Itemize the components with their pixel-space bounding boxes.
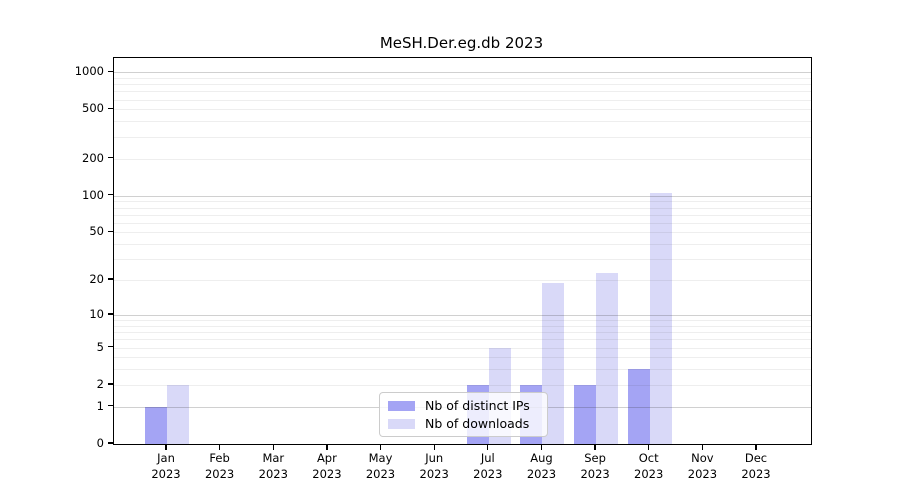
y-tick-label-20: 20 xyxy=(89,272,104,287)
x-tick-mark-may xyxy=(379,444,382,450)
bar-distinct-ips-jan xyxy=(145,406,167,444)
y-tick-label-5: 5 xyxy=(96,339,104,354)
x-tick-mark-aug xyxy=(540,444,543,450)
x-tick-label-jul: Jul 2023 xyxy=(473,451,503,481)
gridline-minor-300 xyxy=(114,136,811,138)
x-tick-label-dec: Dec 2023 xyxy=(741,451,771,481)
y-tick-mark-2 xyxy=(108,383,113,385)
gridline-minor-900 xyxy=(114,77,811,79)
gridline-minor-90 xyxy=(114,201,811,203)
x-tick-mark-feb xyxy=(218,444,221,450)
bar-downloads-jan xyxy=(167,384,189,444)
y-tick-label-1000: 1000 xyxy=(74,64,104,79)
bar-distinct-ips-oct xyxy=(627,369,650,444)
gridline-minor-80 xyxy=(114,207,811,209)
bar-downloads-oct xyxy=(649,192,672,444)
gridline-minor-2 xyxy=(114,384,811,386)
gridline-minor-30 xyxy=(114,259,811,261)
legend-swatch-downloads xyxy=(388,419,415,429)
y-tick-label-10: 10 xyxy=(89,306,104,321)
legend-item-downloads: Nb of downloads xyxy=(388,417,538,431)
y-tick-mark-100 xyxy=(108,193,113,196)
gridline-minor-50 xyxy=(114,232,811,234)
y-tick-mark-10 xyxy=(108,313,113,315)
gridline-minor-20 xyxy=(114,280,811,282)
x-tick-label-mar: Mar 2023 xyxy=(258,451,288,481)
x-tick-mark-apr xyxy=(326,444,328,450)
gridline-minor-200 xyxy=(114,158,811,160)
y-tick-mark-50 xyxy=(108,230,113,233)
y-tick-mark-200 xyxy=(108,156,113,159)
x-tick-mark-oct xyxy=(648,444,650,450)
gridline-minor-600 xyxy=(114,99,811,101)
y-tick-label-1: 1 xyxy=(96,398,104,413)
x-tick-mark-jan xyxy=(165,444,167,450)
legend-label-distinct-ips: Nb of distinct IPs xyxy=(425,398,530,413)
plot-canvas xyxy=(114,58,811,444)
gridline-minor-3 xyxy=(114,369,811,371)
y-tick-mark-0 xyxy=(108,442,113,444)
y-tick-mark-1 xyxy=(108,405,113,407)
x-tick-label-aug: Aug 2023 xyxy=(526,451,557,481)
gridline-minor-6 xyxy=(114,339,811,341)
legend-item-distinct-ips: Nb of distinct IPs xyxy=(388,399,538,413)
gridline-minor-400 xyxy=(114,121,811,123)
legend-swatch-distinct-ips xyxy=(388,401,415,411)
y-tick-label-0: 0 xyxy=(96,436,104,450)
x-tick-label-feb: Feb 2023 xyxy=(204,451,235,481)
gridline-major-100 xyxy=(114,195,811,197)
y-tick-mark-500 xyxy=(108,107,113,110)
gridline-major-1000 xyxy=(114,72,811,74)
x-tick-label-sep: Sep 2023 xyxy=(580,451,610,481)
y-tick-label-500: 500 xyxy=(82,101,104,116)
y-tick-mark-1000 xyxy=(108,70,113,72)
x-tick-mark-jun xyxy=(433,444,435,450)
y-tick-label-200: 200 xyxy=(82,150,104,165)
y-tick-label-2: 2 xyxy=(96,376,104,391)
chart-title: MeSH.Der.eg.db 2023 xyxy=(379,34,544,52)
x-tick-mark-mar xyxy=(272,444,274,450)
gridline-minor-40 xyxy=(114,244,811,246)
x-tick-label-may: May 2023 xyxy=(365,451,396,481)
bar-downloads-sep xyxy=(596,272,619,444)
gridline-minor-5 xyxy=(114,347,811,349)
y-tick-label-50: 50 xyxy=(89,224,104,239)
legend: Nb of distinct IPs Nb of downloads xyxy=(379,392,548,437)
gridline-minor-9 xyxy=(114,320,811,322)
gridline-minor-800 xyxy=(114,84,811,86)
plot-area xyxy=(113,57,812,445)
gridline-minor-8 xyxy=(114,325,811,327)
x-tick-mark-sep xyxy=(594,444,596,450)
y-tick-mark-5 xyxy=(108,345,113,348)
gridline-major-10 xyxy=(114,314,811,316)
x-tick-label-jan: Jan 2023 xyxy=(151,451,181,481)
gridline-minor-4 xyxy=(114,357,811,359)
gridline-minor-500 xyxy=(114,109,811,111)
gridline-minor-7 xyxy=(114,332,811,334)
x-tick-label-jun: Jun 2023 xyxy=(419,451,449,481)
x-tick-mark-nov xyxy=(701,444,704,450)
x-tick-mark-jul xyxy=(487,444,489,450)
gridline-minor-700 xyxy=(114,91,811,93)
gridline-minor-70 xyxy=(114,214,811,216)
gridline-minor-60 xyxy=(114,222,811,224)
y-tick-label-100: 100 xyxy=(82,187,104,202)
x-tick-label-oct: Oct 2023 xyxy=(634,451,664,481)
bar-distinct-ips-sep xyxy=(574,384,597,444)
x-tick-mark-dec xyxy=(755,444,757,450)
x-tick-label-nov: Nov 2023 xyxy=(687,451,718,481)
y-tick-mark-20 xyxy=(108,278,113,280)
legend-label-downloads: Nb of downloads xyxy=(425,416,530,431)
x-tick-label-apr: Apr 2023 xyxy=(312,451,342,481)
